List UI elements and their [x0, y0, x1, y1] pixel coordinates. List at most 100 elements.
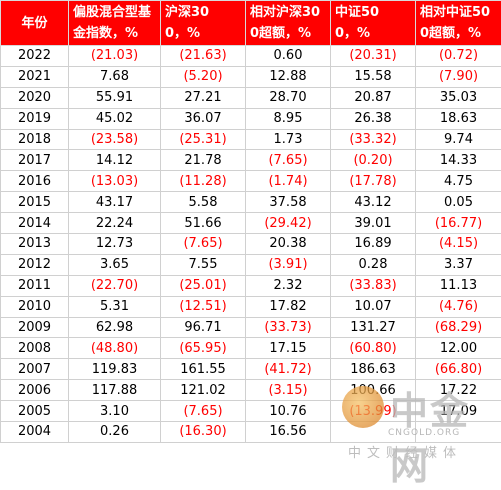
empty-cell [331, 422, 416, 443]
table-cell: 8.95 [246, 108, 331, 129]
table-cell: (41.72) [246, 359, 331, 380]
table-cell: (7.65) [161, 401, 246, 422]
table-cell: 37.58 [246, 192, 331, 213]
table-cell: (65.95) [161, 338, 246, 359]
table-cell: 2022 [1, 46, 69, 67]
table-cell: (22.70) [69, 275, 161, 296]
table-cell: 2007 [1, 359, 69, 380]
table-cell: 26.38 [331, 108, 416, 129]
table-cell: 2015 [1, 192, 69, 213]
table-cell: 14.33 [416, 150, 501, 171]
table-cell: 35.03 [416, 87, 501, 108]
table-cell: (33.32) [331, 129, 416, 150]
empty-cell [416, 422, 501, 443]
table-cell: 2017 [1, 150, 69, 171]
table-cell: (3.15) [246, 380, 331, 401]
table-cell: 2012 [1, 254, 69, 275]
table-cell: 16.56 [246, 422, 331, 443]
table-cell: 2021 [1, 66, 69, 87]
table-cell: 2010 [1, 296, 69, 317]
table-cell: 15.58 [331, 66, 416, 87]
table-cell: 55.91 [69, 87, 161, 108]
table-cell: 3.10 [69, 401, 161, 422]
table-cell: 131.27 [331, 317, 416, 338]
table-cell: (21.63) [161, 46, 246, 67]
table-cell: 39.01 [331, 213, 416, 234]
table-cell: 10.07 [331, 296, 416, 317]
table-cell: 21.78 [161, 150, 246, 171]
table-cell: 2.32 [246, 275, 331, 296]
watermark-tagline: 中文财经媒体 [348, 442, 462, 461]
table-cell: (12.51) [161, 296, 246, 317]
returns-table: 年份偏股混合型基金指数，%沪深300，%相对沪深300超额，%中证500，%相对… [0, 0, 501, 443]
table-cell: (17.78) [331, 171, 416, 192]
table-cell: 3.37 [416, 254, 501, 275]
table-cell: (5.20) [161, 66, 246, 87]
table-cell: 12.00 [416, 338, 501, 359]
table-row: 2018(23.58)(25.31)1.73(33.32)9.74 [1, 129, 501, 150]
table-cell: 2005 [1, 401, 69, 422]
table-cell: 11.13 [416, 275, 501, 296]
table-cell: 14.12 [69, 150, 161, 171]
table-cell: 43.17 [69, 192, 161, 213]
table-cell: (66.80) [416, 359, 501, 380]
table-cell: 7.55 [161, 254, 246, 275]
table-row: 2011(22.70)(25.01)2.32(33.83)11.13 [1, 275, 501, 296]
table-cell: 0.26 [69, 422, 161, 443]
header-cell: 中证500，% [331, 1, 416, 46]
table-cell: (21.03) [69, 46, 161, 67]
table-cell: 36.07 [161, 108, 246, 129]
table-cell: 0.28 [331, 254, 416, 275]
table-cell: 4.75 [416, 171, 501, 192]
table-cell: 119.83 [69, 359, 161, 380]
table-cell: 2008 [1, 338, 69, 359]
table-cell: 2014 [1, 213, 69, 234]
table-cell: (13.03) [69, 171, 161, 192]
header-row: 年份偏股混合型基金指数，%沪深300，%相对沪深300超额，%中证500，%相对… [1, 1, 501, 46]
table-cell: (0.20) [331, 150, 416, 171]
table-cell: (11.28) [161, 171, 246, 192]
table-row: 2022(21.03)(21.63)0.60(20.31)(0.72) [1, 46, 501, 67]
table-cell: 17.82 [246, 296, 331, 317]
table-cell: 117.88 [69, 380, 161, 401]
table-cell: (68.29) [416, 317, 501, 338]
table-cell: (13.99) [331, 401, 416, 422]
table-cell: 28.70 [246, 87, 331, 108]
table-cell: 43.12 [331, 192, 416, 213]
header-cell: 偏股混合型基金指数，% [69, 1, 161, 46]
table-cell: 45.02 [69, 108, 161, 129]
table-cell: 5.31 [69, 296, 161, 317]
table-cell: 2006 [1, 380, 69, 401]
table-cell: (1.74) [246, 171, 331, 192]
table-cell: 161.55 [161, 359, 246, 380]
table-cell: 1.73 [246, 129, 331, 150]
table-cell: 12.73 [69, 234, 161, 255]
header-cell: 沪深300，% [161, 1, 246, 46]
table-cell: 2016 [1, 171, 69, 192]
table-cell: 9.74 [416, 129, 501, 150]
header-cell: 相对中证500超额，% [416, 1, 501, 46]
page: {"table": { "header": ["年份", "偏股混合型基金指数，… [0, 0, 501, 463]
table-cell: (33.83) [331, 275, 416, 296]
table-cell: (3.91) [246, 254, 331, 275]
table-cell: (25.01) [161, 275, 246, 296]
header-cell: 相对沪深300超额，% [246, 1, 331, 46]
table-cell: 12.88 [246, 66, 331, 87]
table-cell: 2011 [1, 275, 69, 296]
table-cell: 62.98 [69, 317, 161, 338]
table-cell: 10.76 [246, 401, 331, 422]
table-cell: 96.71 [161, 317, 246, 338]
table-cell: (0.72) [416, 46, 501, 67]
table-cell: 20.87 [331, 87, 416, 108]
table-cell: (16.77) [416, 213, 501, 234]
table-cell: 2013 [1, 234, 69, 255]
table-cell: 2020 [1, 87, 69, 108]
table-row: 2008(48.80)(65.95)17.15(60.80)12.00 [1, 338, 501, 359]
